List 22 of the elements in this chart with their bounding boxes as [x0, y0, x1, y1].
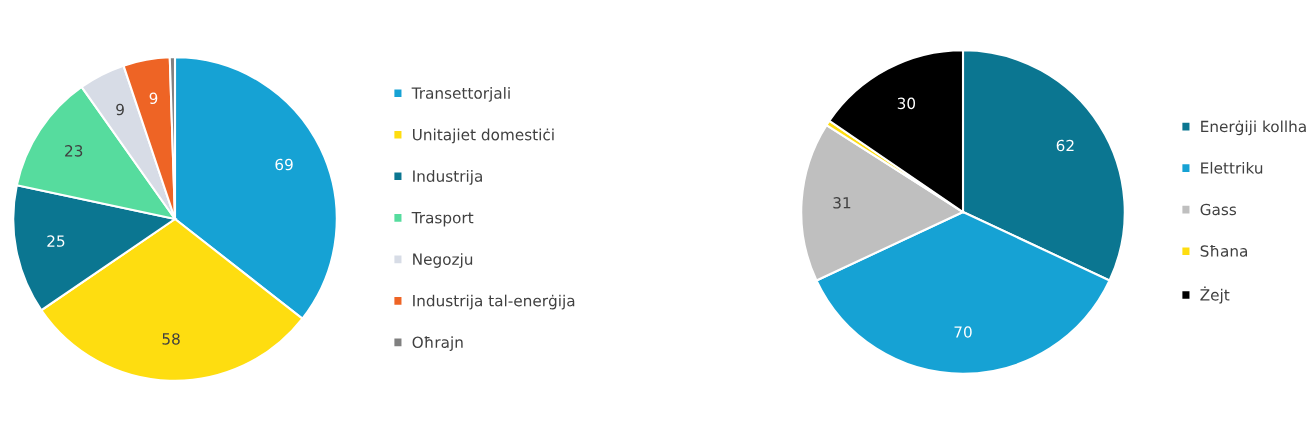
data-label: 62	[1056, 139, 1074, 152]
data-label: 9	[149, 92, 158, 105]
legend-label: Industrija tal-enerġija	[413, 294, 575, 310]
data-label: 70	[954, 326, 972, 338]
legend-label: Industrija	[413, 170, 482, 185]
legend-label: Żejt	[1200, 286, 1230, 304]
data-label: 31	[833, 197, 851, 209]
data-label: 23	[65, 145, 83, 157]
legend-label: Trasport	[411, 212, 474, 227]
legend-label: Elettriku	[1201, 161, 1263, 174]
legend-label: Unitajiet domestiċi	[413, 128, 554, 144]
data-label: 25	[47, 235, 65, 247]
data-label: 9	[116, 103, 124, 116]
data-label: 58	[162, 333, 180, 345]
legend-label: Negozju	[413, 253, 473, 268]
legend-label: Enerġiji kollha	[1201, 120, 1306, 136]
data-label: 30	[897, 97, 916, 110]
legend-label: Sħana	[1200, 244, 1248, 257]
legend-label: Oħrajn	[412, 336, 463, 351]
legend-label: Transettorjali	[411, 87, 510, 102]
legend-label: Gass	[1200, 203, 1237, 216]
data-label: 69	[275, 158, 293, 171]
